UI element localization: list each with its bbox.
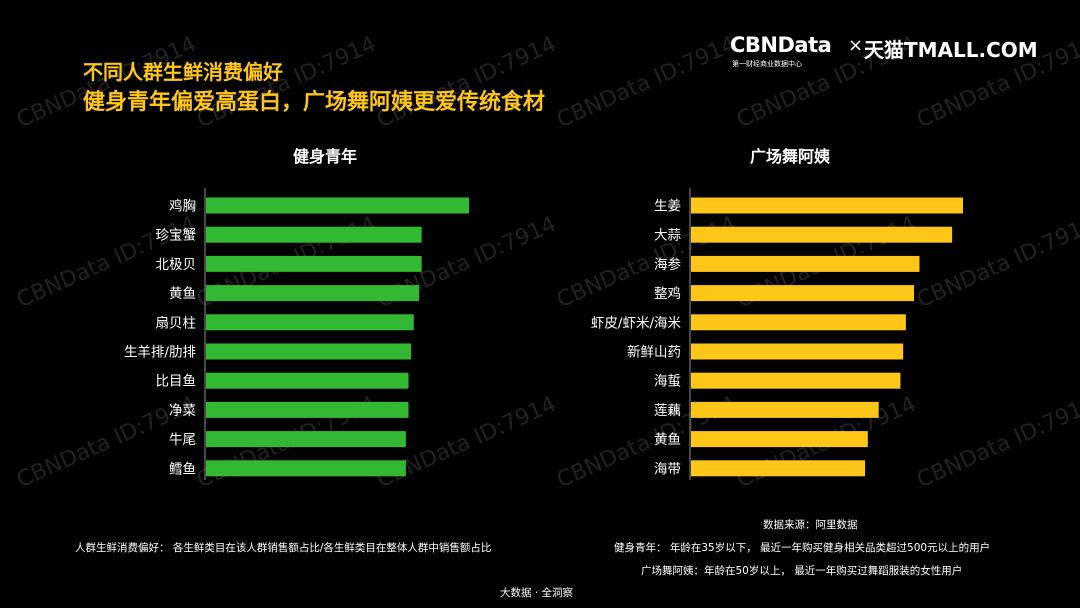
auntie-bar bbox=[691, 460, 866, 477]
auntie-bar bbox=[691, 431, 868, 448]
auntie-bar bbox=[691, 314, 906, 331]
auntie-category-label: 黄鱼 bbox=[654, 431, 681, 448]
auntie-category-label: 大蒜 bbox=[654, 228, 682, 244]
fitness-category-label: 鳕鱼 bbox=[169, 460, 196, 477]
cbndata-subtitle: 第一财经商业数据中心 bbox=[732, 60, 802, 68]
auntie-bar bbox=[691, 372, 901, 389]
fitness-bar bbox=[206, 226, 422, 243]
fitness-category-label: 珍宝蟹 bbox=[156, 228, 197, 244]
auntie-category-label: 虾皮/虾米/海米 bbox=[591, 315, 682, 331]
auntie-bar bbox=[691, 226, 953, 243]
auntie-bar bbox=[691, 401, 879, 418]
page-title: 不同人群生鲜消费偏好 健身青年偏爱高蛋白，广场舞阿姨更爱传统食材 bbox=[83, 57, 545, 119]
fitness-category-label: 净菜 bbox=[169, 403, 196, 419]
fitness-category-label: 北极贝 bbox=[156, 257, 197, 273]
fitness-chart-title: 健身青年 bbox=[292, 147, 357, 166]
fitness-bar bbox=[206, 372, 409, 389]
title-line-2: 健身青年偏爱高蛋白，广场舞阿姨更爱传统食材 bbox=[83, 90, 546, 115]
fitness-bar bbox=[206, 255, 422, 272]
brand-logo: CBNData 第一财经商业数据中心 × 天猫TMALL.COM bbox=[730, 33, 1038, 73]
auntie-category-label: 新鲜山药 bbox=[627, 345, 681, 361]
auntie-chart-title: 广场舞阿姨 bbox=[749, 147, 830, 166]
auntie-bar bbox=[691, 197, 963, 214]
fitness-bar bbox=[206, 285, 420, 302]
fitness-bar bbox=[206, 460, 406, 477]
footer-definition: 人群生鲜消费偏好： 各生鲜类目在该人群销售额占比/各生鲜类目在整体人群中销售额占… bbox=[75, 542, 492, 554]
title-line-1: 不同人群生鲜消费偏好 bbox=[83, 60, 283, 84]
footer-source: 数据来源：阿里数据 bbox=[763, 519, 858, 531]
fitness-category-label: 鸡胸 bbox=[169, 198, 196, 215]
footer-auntie-definition: 广场舞阿姨：年龄在50岁以上， 最近一年购买过舞蹈服装的女性用户 bbox=[641, 565, 963, 577]
fitness-bar bbox=[206, 401, 409, 418]
auntie-bar bbox=[691, 343, 904, 360]
auntie-bar bbox=[691, 255, 920, 272]
fitness-bar bbox=[206, 314, 414, 331]
fitness-category-label: 黄鱼 bbox=[169, 285, 196, 302]
fitness-bar bbox=[206, 197, 469, 214]
footer-credit: 大数据 · 全洞察 bbox=[500, 587, 574, 599]
fitness-category-label: 扇贝柱 bbox=[156, 315, 197, 331]
logo-separator: × bbox=[848, 35, 864, 56]
tmall-logo: 天猫TMALL.COM bbox=[864, 38, 1038, 62]
fitness-category-label: 生羊排/肋排 bbox=[124, 345, 196, 361]
fitness-category-label: 比目鱼 bbox=[156, 373, 197, 390]
auntie-category-label: 整鸡 bbox=[654, 285, 681, 302]
footer-fitness-definition: 健身青年： 年龄在35岁以下， 最近一年购买健身相关品类超过500元以上的用户 bbox=[614, 542, 991, 554]
auntie-category-label: 海参 bbox=[654, 256, 682, 273]
auntie-category-label: 海蜇 bbox=[654, 374, 681, 390]
auntie-category-label: 海带 bbox=[654, 461, 681, 477]
auntie-category-label: 莲藕 bbox=[654, 403, 681, 419]
fitness-bar bbox=[206, 343, 412, 360]
auntie-bar bbox=[691, 285, 915, 302]
fitness-bar bbox=[206, 431, 406, 448]
auntie-category-label: 生姜 bbox=[654, 199, 681, 215]
cbndata-logo: CBNData bbox=[730, 33, 832, 57]
fitness-category-label: 牛尾 bbox=[169, 432, 196, 448]
